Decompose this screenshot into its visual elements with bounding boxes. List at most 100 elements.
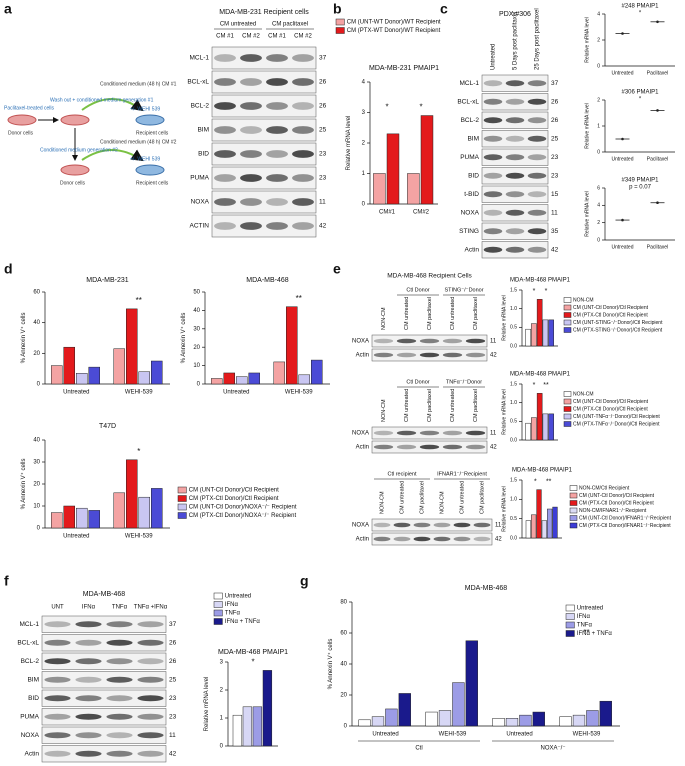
lane-label: CM #1 [268,34,286,40]
y-tick-label: 0 [344,724,348,730]
significance: ** [583,628,589,637]
y-axis-label: Relative mRNA level [584,17,590,63]
legend-label: CM (PTX-Ctl Donor)/NOXA⁻/⁻ Recipient [189,513,297,519]
chart-title: T47D [99,423,116,430]
y-tick-label: 0.5 [510,419,517,425]
y-tick-label: 0.0 [510,437,517,443]
band [214,174,236,182]
y-tick-label: 50 [193,290,200,296]
y-axis-label: % Annexin V⁺ cells [20,459,27,510]
y-tick-label: 0 [37,526,41,532]
band [44,750,71,757]
band [137,639,164,646]
legend-swatch [563,398,572,405]
significance: * [251,658,254,667]
lane-label: CM paclitaxel [427,297,433,330]
lane-label: NON-CM [381,399,387,422]
band [44,732,71,739]
band [137,732,164,739]
band [106,676,133,683]
legend-swatch [563,304,572,311]
significance: * [545,288,548,295]
panel-letter: g [300,573,309,589]
y-axis-label: % Annexin V⁺ cells [180,313,187,364]
kda-label: 15 [551,191,559,198]
row-label: BCL-2 [21,658,40,665]
kda-label: 35 [551,228,559,235]
panel-letter: a [4,1,12,17]
legend-swatch [569,485,578,491]
band [505,135,525,142]
band [527,98,547,105]
band [505,154,525,161]
legend-label: CM (UNT-STING⁻/⁻Donor)/Ctl Recipient [573,320,663,326]
legend-label: CM (PTX-Ctl Donor)/IFNAR1⁻/⁻Recipient [579,523,671,529]
y-tick-label: 40 [193,308,200,314]
y-tick-label: 0 [362,202,366,208]
row-label: BIM [467,135,479,142]
band [266,150,288,158]
chart-title: MDA-MB-468 PMAIP1 [218,649,288,656]
lane-label: TNFα +IFNα [134,605,168,611]
kda-label: 23 [551,154,559,161]
kda-label: 25 [319,127,327,134]
bar [425,711,438,727]
bar [531,417,537,441]
band [44,676,71,683]
lane-label: CM #2 [294,34,312,40]
row-label: Actin [356,445,369,451]
blot-title: PDX #306 [499,11,531,18]
diagram-label: Donor cells [60,180,86,186]
band [442,352,463,358]
band [44,713,71,720]
dish [7,114,37,126]
row-label: BID [198,151,209,158]
legend-swatch [563,406,572,412]
row-label: PUMA [20,713,39,720]
row-label: MCL-1 [459,80,479,87]
y-axis-label: Relative mRNA level [501,389,507,435]
row-label: Actin [356,353,369,359]
y-tick-label: 40 [340,662,347,668]
significance: ** [136,296,142,305]
band [266,54,288,62]
kda-label: 26 [551,117,559,124]
band [266,126,288,134]
band [292,126,314,134]
y-tick-label: 2 [597,97,600,103]
diagram-label: Conditioned medium generation #2 [40,147,118,153]
legend-swatch [177,503,187,511]
legend-label: TNFα [225,611,241,617]
significance: ** [543,382,549,389]
band [292,198,314,206]
y-tick-label: 3 [362,110,366,116]
row-label: MCL-1 [19,621,39,628]
bar [126,459,138,529]
band [75,695,102,702]
blot-title: MDA-MB-231 Recipient cells [219,9,309,16]
legend-swatch [563,319,572,326]
bar [572,714,586,727]
y-tick-label: 2 [220,688,224,694]
blot-frame [41,671,167,689]
dot [656,109,659,112]
blot-frame [371,532,493,546]
band [214,222,236,230]
blot-frame [41,708,167,726]
bar [541,520,547,539]
row-label: STING [459,228,479,235]
bar [536,489,542,539]
significance: * [639,97,642,103]
legend-label: CM (UNT-TNFα⁻/⁻Donor)/Ctl Recipient [573,414,660,420]
blot-frame [211,166,317,190]
band [373,430,394,436]
x-tick-label: Untreated [612,70,634,76]
legend-label: TNFα [577,623,593,629]
dish [60,114,90,126]
y-tick-label: 10 [193,363,200,369]
y-tick-label: 1.0 [510,400,517,406]
lane-label: Untreated [491,44,497,70]
blot-frame [481,93,549,111]
legend-swatch [565,613,575,620]
